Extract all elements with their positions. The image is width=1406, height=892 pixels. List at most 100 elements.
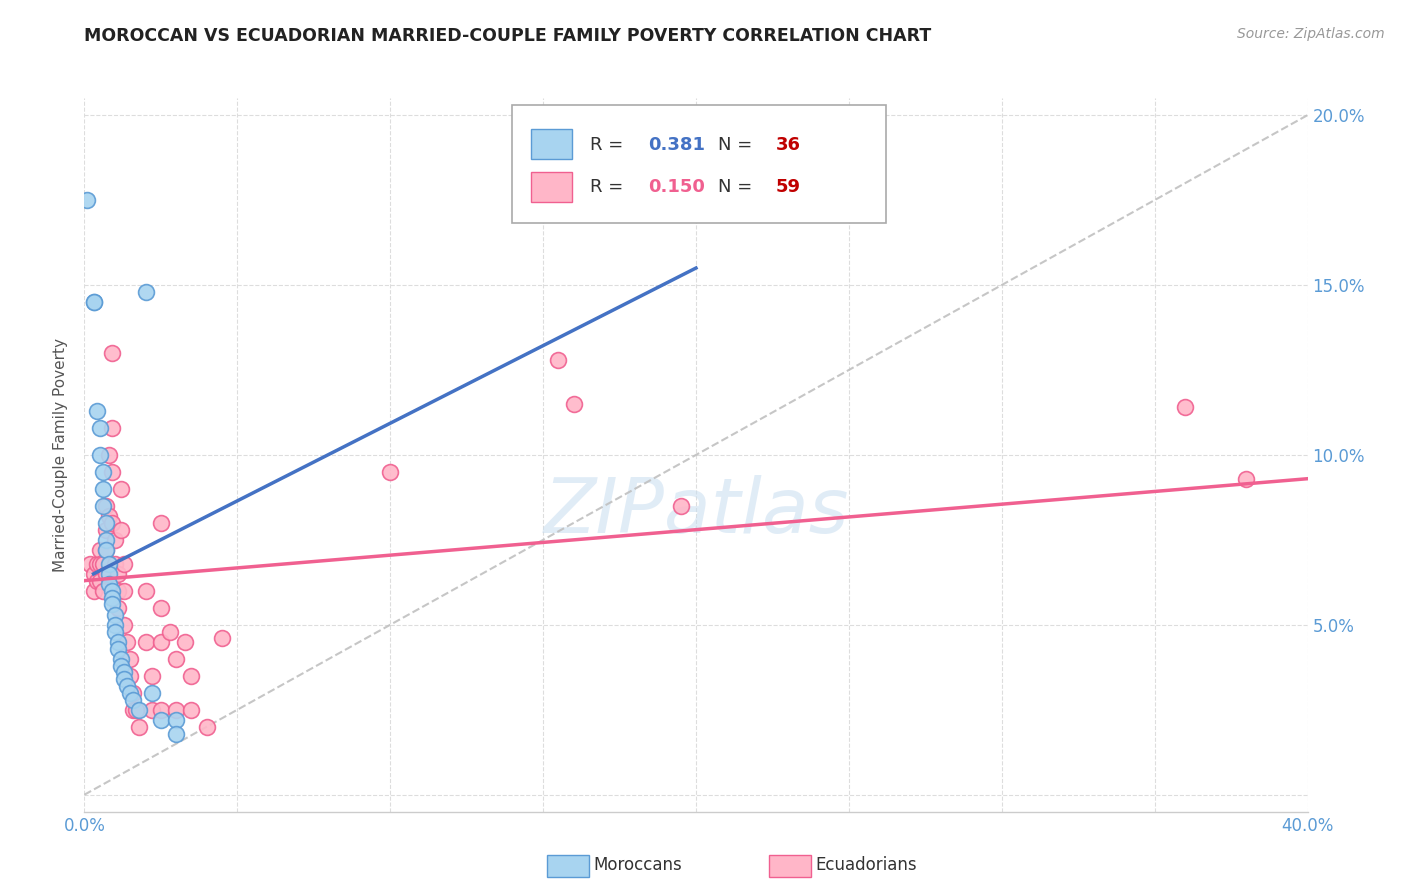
Point [112, 665, 135, 680]
Point [97, 509, 120, 524]
Point [101, 583, 124, 598]
Point [83, 566, 105, 581]
Point [91, 499, 114, 513]
Point [120, 686, 142, 700]
Point [122, 703, 145, 717]
Point [110, 658, 132, 673]
Point [97, 566, 120, 581]
Point [86, 557, 108, 571]
Point [159, 624, 181, 639]
Point [101, 421, 124, 435]
Point [547, 352, 569, 367]
Point [86, 403, 108, 417]
Point [122, 692, 145, 706]
Point [115, 679, 138, 693]
Point [94, 543, 117, 558]
Point [107, 635, 129, 649]
Point [149, 713, 172, 727]
Text: R =: R = [589, 136, 628, 153]
Point [89, 543, 111, 558]
Text: R =: R = [589, 178, 628, 196]
Point [89, 421, 111, 435]
Point [128, 720, 150, 734]
Point [115, 635, 138, 649]
Point [165, 713, 187, 727]
Point [104, 624, 127, 639]
Point [149, 516, 172, 530]
Point [97, 557, 120, 571]
Point [104, 607, 127, 622]
Y-axis label: Married-Couple Family Poverty: Married-Couple Family Poverty [53, 338, 69, 572]
Text: N =: N = [718, 178, 758, 196]
Point [94, 566, 117, 581]
Point [149, 703, 172, 717]
Point [141, 669, 163, 683]
Point [1236, 472, 1258, 486]
Point [91, 465, 114, 479]
Point [101, 516, 124, 530]
Text: 36: 36 [776, 136, 800, 153]
FancyBboxPatch shape [531, 128, 572, 159]
Point [211, 632, 233, 646]
Point [195, 720, 218, 734]
Text: MOROCCAN VS ECUADORIAN MARRIED-COUPLE FAMILY POVERTY CORRELATION CHART: MOROCCAN VS ECUADORIAN MARRIED-COUPLE FA… [84, 27, 932, 45]
Point [149, 635, 172, 649]
Point [91, 557, 114, 571]
Point [91, 482, 114, 496]
Point [107, 641, 129, 656]
Point [110, 523, 132, 537]
Point [94, 516, 117, 530]
Point [101, 598, 124, 612]
Point [141, 686, 163, 700]
Point [112, 557, 135, 571]
Point [135, 583, 157, 598]
Point [104, 617, 127, 632]
Point [165, 726, 187, 740]
Point [149, 600, 172, 615]
Point [101, 465, 124, 479]
Point [107, 566, 129, 581]
Text: Moroccans: Moroccans [593, 856, 682, 874]
Point [122, 686, 145, 700]
Point [97, 577, 120, 591]
FancyBboxPatch shape [531, 171, 572, 202]
Point [76, 193, 98, 207]
Point [135, 285, 157, 299]
Point [110, 652, 132, 666]
Point [380, 465, 402, 479]
Point [94, 523, 117, 537]
Point [89, 574, 111, 588]
Point [120, 669, 142, 683]
Point [128, 703, 150, 717]
Point [104, 557, 127, 571]
Point [94, 543, 117, 558]
Point [135, 635, 157, 649]
Point [180, 703, 202, 717]
Point [165, 652, 187, 666]
Point [669, 499, 692, 513]
Point [110, 482, 132, 496]
Text: ZIPatlas: ZIPatlas [543, 475, 849, 549]
Text: Source: ZipAtlas.com: Source: ZipAtlas.com [1237, 27, 1385, 41]
Point [91, 583, 114, 598]
Point [97, 448, 120, 462]
Text: Ecuadorians: Ecuadorians [815, 856, 917, 874]
Point [79, 557, 101, 571]
Point [180, 669, 202, 683]
Text: 59: 59 [776, 178, 800, 196]
Point [1174, 401, 1197, 415]
Point [94, 499, 117, 513]
Point [112, 583, 135, 598]
Point [101, 591, 124, 605]
Point [101, 346, 124, 360]
Point [94, 533, 117, 547]
Text: N =: N = [718, 136, 758, 153]
Point [112, 617, 135, 632]
Point [141, 703, 163, 717]
Point [107, 600, 129, 615]
Point [112, 672, 135, 686]
Point [104, 533, 127, 547]
Point [125, 703, 148, 717]
Point [107, 583, 129, 598]
Point [120, 652, 142, 666]
